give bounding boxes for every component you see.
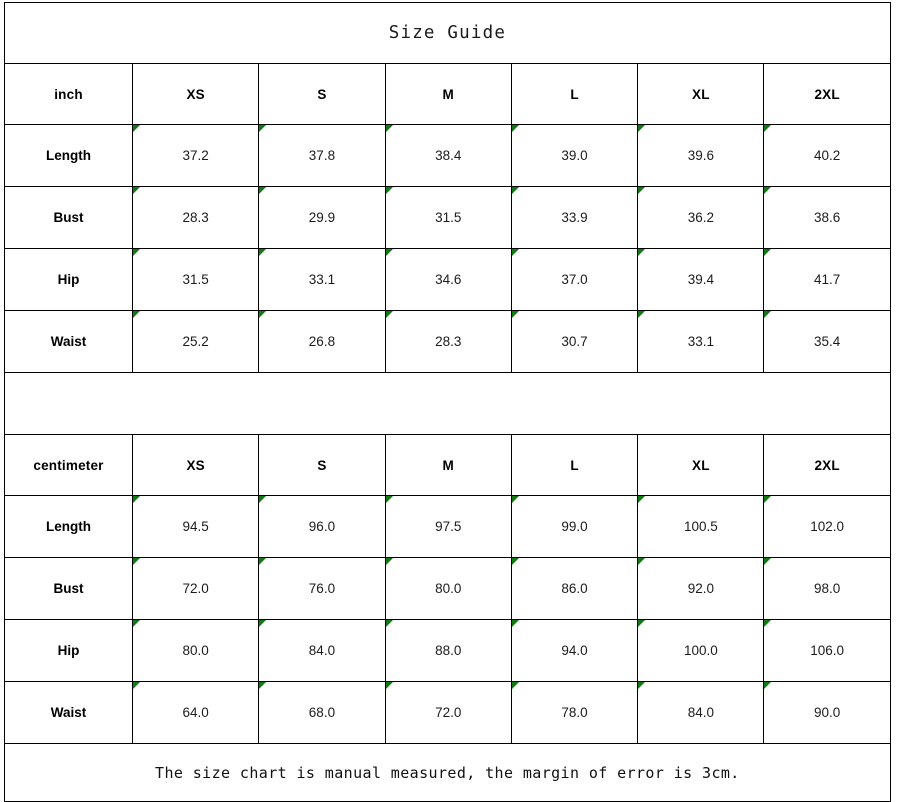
row-label-length: Length [4,124,133,187]
cell-inch-bust-2xl: 38.6 [763,186,891,249]
cell-inch-hip-2xl: 41.7 [763,248,891,311]
cell-cm-length-s: 96.0 [258,495,386,558]
cell-inch-waist-xl: 33.1 [637,310,765,373]
cell-cm-length-l: 99.0 [510,495,639,558]
page-title: Size Guide [4,2,891,64]
cell-inch-hip-s: 33.1 [258,248,386,311]
table-row: Bust 72.0 76.0 80.0 86.0 92.0 98.0 [4,557,891,620]
row-label-cm-bust: Bust [4,557,133,620]
column-header-cm-xs: XS [131,434,260,496]
cell-inch-length-xs: 37.2 [131,124,260,187]
cell-inch-length-l: 39.0 [510,124,639,187]
cell-inch-bust-l: 33.9 [510,186,639,249]
cell-inch-hip-m: 34.6 [384,248,512,311]
cell-cm-waist-xl: 84.0 [637,681,765,744]
cell-inch-hip-l: 37.0 [510,248,639,311]
column-header-l: L [510,63,639,125]
column-header-m: M [384,63,512,125]
cell-inch-bust-m: 31.5 [384,186,512,249]
footer-note: The size chart is manual measured, the m… [4,743,891,802]
cell-inch-hip-xs: 31.5 [131,248,260,311]
cell-cm-bust-xl: 92.0 [637,557,765,620]
table-row: Waist 25.2 26.8 28.3 30.7 33.1 35.4 [4,310,891,373]
cell-cm-hip-s: 84.0 [258,619,386,682]
cell-inch-waist-l: 30.7 [510,310,639,373]
footer-note-text: The size chart is manual measured, the m… [155,763,740,782]
title-row: Size Guide [4,2,891,64]
cell-cm-hip-l: 94.0 [510,619,639,682]
row-label-cm-length: Length [4,495,133,558]
centimeter-header-row: centimeter XS S M L XL 2XL [4,434,891,496]
cell-cm-length-xs: 94.5 [131,495,260,558]
cell-inch-length-m: 38.4 [384,124,512,187]
cell-cm-hip-2xl: 106.0 [763,619,891,682]
row-label-bust: Bust [4,186,133,249]
table-row: Hip 31.5 33.1 34.6 37.0 39.4 41.7 [4,248,891,311]
unit-label-centimeter: centimeter [4,434,133,496]
cell-cm-bust-s: 76.0 [258,557,386,620]
table-row: Length 94.5 96.0 97.5 99.0 100.5 102.0 [4,495,891,558]
column-header-cm-s: S [258,434,386,496]
cell-inch-hip-xl: 39.4 [637,248,765,311]
cell-cm-hip-m: 88.0 [384,619,512,682]
cell-cm-waist-l: 78.0 [510,681,639,744]
cell-cm-length-xl: 100.5 [637,495,765,558]
cell-cm-bust-xs: 72.0 [131,557,260,620]
column-header-cm-xl: XL [637,434,765,496]
size-guide-table-body: Size Guide inch XS S M L XL 2XL Length 3… [4,2,891,802]
table-spacer-cell [4,372,891,435]
cell-cm-waist-2xl: 90.0 [763,681,891,744]
cell-cm-waist-xs: 64.0 [131,681,260,744]
column-header-s: S [258,63,386,125]
cell-inch-length-s: 37.8 [258,124,386,187]
column-header-xl: XL [637,63,765,125]
footer-note-row: The size chart is manual measured, the m… [4,743,891,802]
cell-inch-bust-s: 29.9 [258,186,386,249]
row-label-waist: Waist [4,310,133,373]
cell-cm-length-2xl: 102.0 [763,495,891,558]
cell-cm-waist-m: 72.0 [384,681,512,744]
cell-cm-length-m: 97.5 [384,495,512,558]
column-header-cm-2xl: 2XL [763,434,891,496]
cell-inch-length-xl: 39.6 [637,124,765,187]
table-row: Bust 28.3 29.9 31.5 33.9 36.2 38.6 [4,186,891,249]
table-row: Hip 80.0 84.0 88.0 94.0 100.0 106.0 [4,619,891,682]
table-spacer-row [4,372,891,435]
row-label-hip: Hip [4,248,133,311]
cell-cm-waist-s: 68.0 [258,681,386,744]
column-header-cm-m: M [384,434,512,496]
cell-cm-hip-xs: 80.0 [131,619,260,682]
cell-inch-waist-2xl: 35.4 [763,310,891,373]
table-row: Waist 64.0 68.0 72.0 78.0 84.0 90.0 [4,681,891,744]
cell-cm-bust-m: 80.0 [384,557,512,620]
cell-inch-waist-s: 26.8 [258,310,386,373]
cell-inch-waist-xs: 25.2 [131,310,260,373]
row-label-cm-waist: Waist [4,681,133,744]
cell-inch-bust-xl: 36.2 [637,186,765,249]
column-header-xs: XS [131,63,260,125]
cell-inch-waist-m: 28.3 [384,310,512,373]
cell-inch-bust-xs: 28.3 [131,186,260,249]
table-row: Length 37.2 37.8 38.4 39.0 39.6 40.2 [4,124,891,187]
column-header-cm-l: L [510,434,639,496]
row-label-cm-hip: Hip [4,619,133,682]
column-header-2xl: 2XL [763,63,891,125]
unit-label-inch: inch [4,63,133,125]
inch-header-row: inch XS S M L XL 2XL [4,63,891,125]
cell-inch-length-2xl: 40.2 [763,124,891,187]
cell-cm-bust-2xl: 98.0 [763,557,891,620]
cell-cm-bust-l: 86.0 [510,557,639,620]
size-guide-table: Size Guide inch XS S M L XL 2XL Length 3… [4,2,891,802]
cell-cm-hip-xl: 100.0 [637,619,765,682]
